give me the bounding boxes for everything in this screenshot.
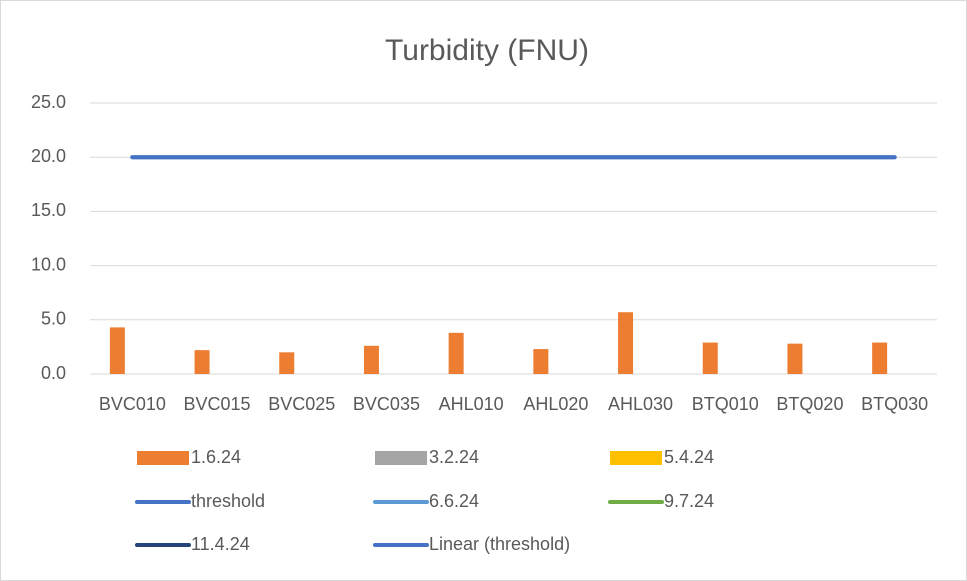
- bar: [702, 342, 718, 374]
- x-tick-label: BTQ010: [692, 394, 759, 414]
- x-tick-label: BVC035: [353, 394, 420, 414]
- y-tick-label: 5.0: [41, 309, 66, 329]
- chart-title: Turbidity (FNU): [385, 34, 589, 67]
- legend-label: 11.4.24: [191, 534, 250, 554]
- x-tick-label: BVC025: [268, 394, 335, 414]
- bar: [109, 327, 125, 374]
- bar: [872, 342, 888, 374]
- bar: [363, 345, 379, 374]
- x-tick-label: AHL030: [608, 394, 673, 414]
- legend-label: threshold: [191, 491, 265, 511]
- legend-swatch: [375, 451, 427, 465]
- legend-label: 9.7.24: [664, 491, 714, 511]
- legend-label: Linear (threshold): [429, 534, 570, 554]
- bar: [533, 349, 549, 374]
- legend-label: 6.6.24: [429, 491, 479, 511]
- bar: [279, 352, 295, 374]
- legend-swatch: [137, 451, 189, 465]
- legend-label: 1.6.24: [191, 447, 241, 467]
- x-tick-label: BTQ030: [861, 394, 928, 414]
- x-tick-label: AHL010: [439, 394, 504, 414]
- bar: [448, 332, 464, 374]
- y-tick-label: 25.0: [31, 92, 66, 112]
- x-tick-label: BVC010: [99, 394, 166, 414]
- y-tick-label: 10.0: [31, 254, 66, 274]
- x-tick-label: AHL020: [523, 394, 588, 414]
- x-tick-label: BTQ020: [776, 394, 843, 414]
- y-tick-label: 20.0: [31, 146, 66, 166]
- bar: [618, 312, 634, 374]
- y-tick-label: 0.0: [41, 363, 66, 383]
- legend-label: 3.2.24: [429, 447, 479, 467]
- legend-swatch: [610, 451, 662, 465]
- y-tick-label: 15.0: [31, 200, 66, 220]
- bar: [194, 350, 210, 374]
- x-tick-label: BVC015: [184, 394, 251, 414]
- bar: [787, 343, 803, 374]
- legend-label: 5.4.24: [664, 447, 714, 467]
